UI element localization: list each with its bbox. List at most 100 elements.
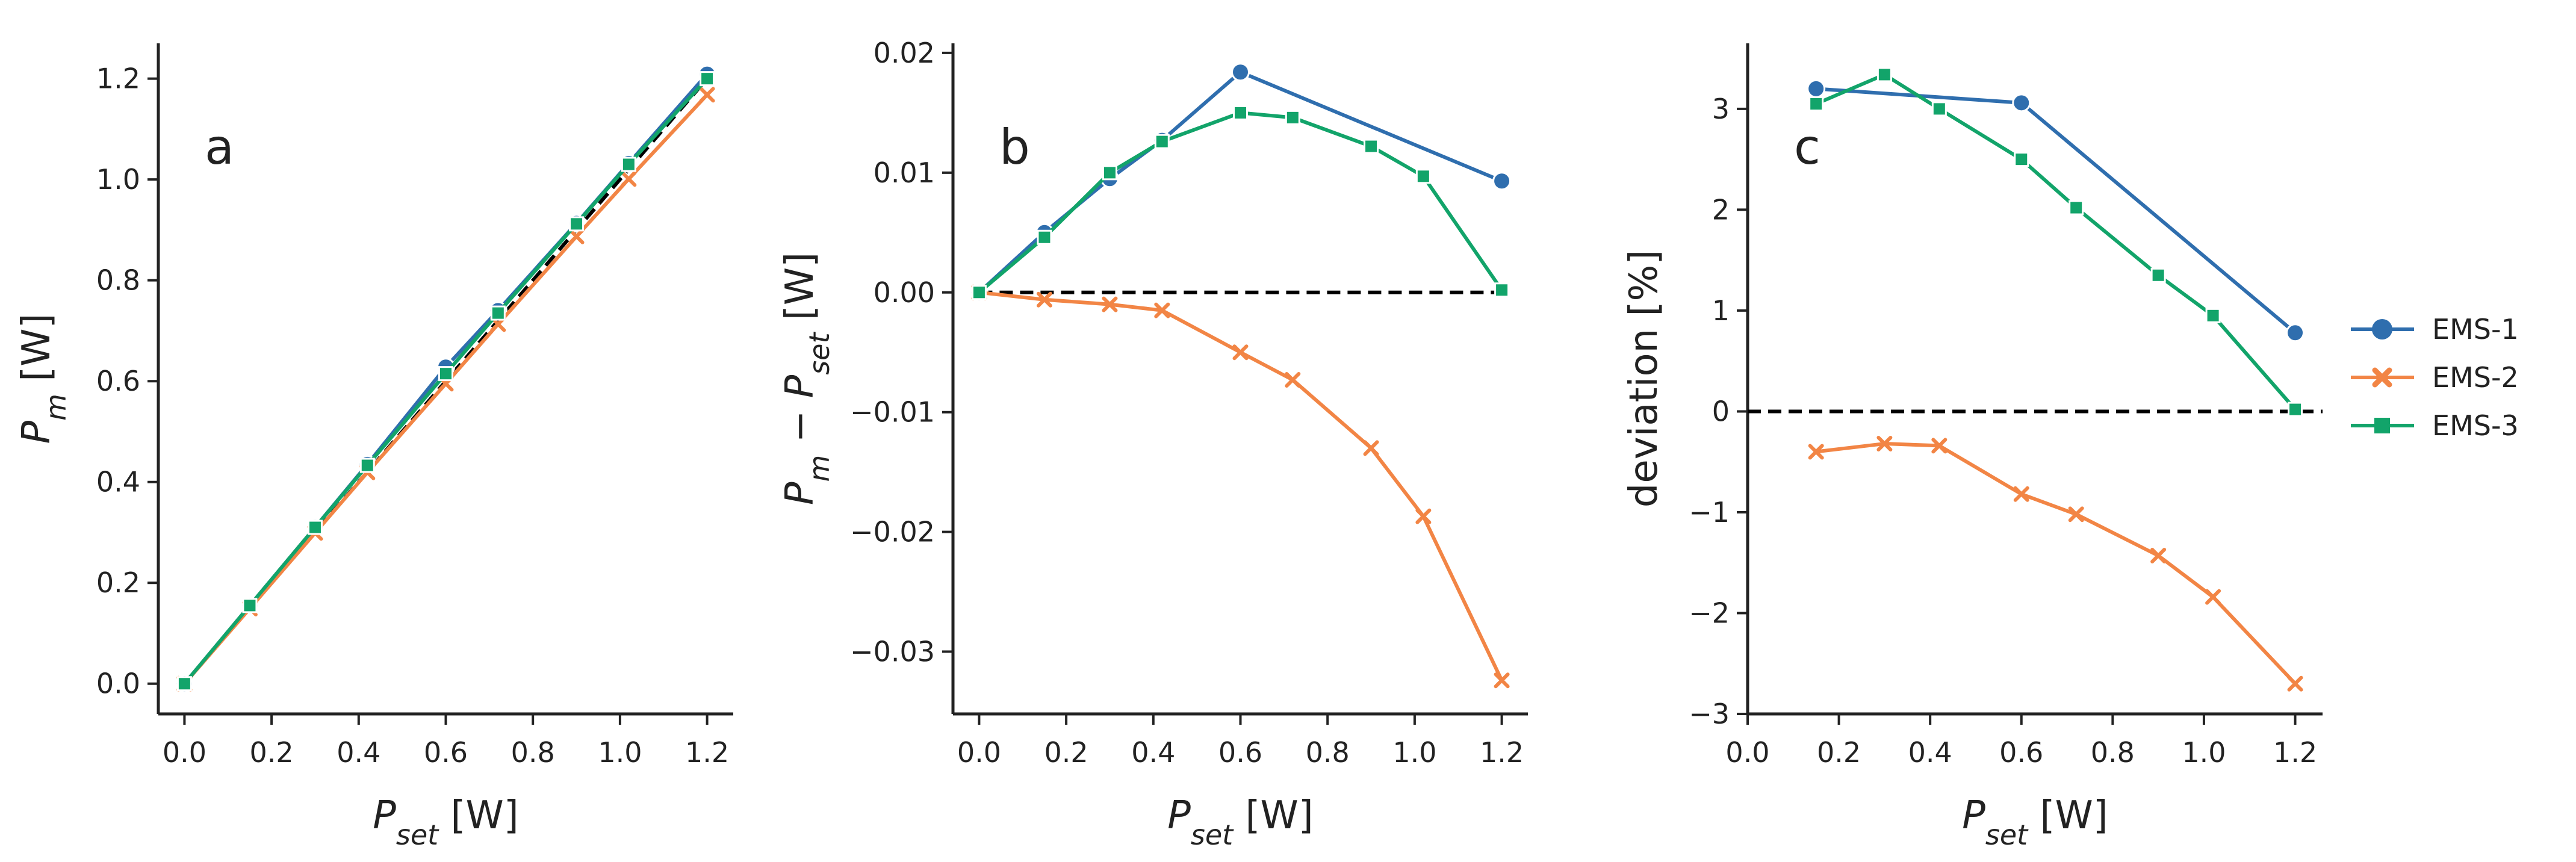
x-tick-label: 0.4 [1908,736,1952,769]
y-tick-label: −0.02 [850,516,935,548]
y-tick-label: −0.03 [850,636,935,668]
data-point [359,457,375,473]
series-ems-2 [176,87,715,692]
data-point [1876,436,1893,452]
series-ems-2 [971,284,1510,689]
data-point [1415,508,1432,524]
series-ems-1 [1807,79,2305,343]
data-point [700,71,715,87]
y-tick-label: 0.01 [874,157,935,189]
legend: EMS-1 EMS-2 EMS-3 [2351,313,2519,442]
data-point [569,216,585,232]
data-point [307,519,323,535]
legend-entry-ems-3: EMS-3 [2351,409,2519,442]
x-tick-label: 0.8 [1306,736,1350,769]
x-tick-label: 1.2 [2273,736,2317,769]
panel-letter: b [999,119,1030,175]
data-point [1231,63,1250,82]
x-tick-label: 1.0 [598,736,642,769]
data-point [1232,344,1249,361]
y-tick-label: −1 [1689,496,1730,529]
legend-marker [2372,367,2392,388]
data-point [1036,291,1052,308]
y-tick-label: 1.0 [96,163,140,196]
x-axis-label: Pset [W] [373,793,518,851]
data-point [568,228,585,244]
data-point [1102,165,1117,181]
data-point [2287,675,2303,692]
data-point [1494,282,1510,298]
data-point [1285,371,1301,388]
x-tick-label: 1.0 [1392,736,1436,769]
series-ems-3 [1808,67,2303,417]
legend-label: EMS-2 [2432,361,2519,394]
x-tick-label: 0.2 [1817,736,1861,769]
data-point [1415,169,1431,184]
legend-entry-ems-1: EMS-1 [2351,313,2519,346]
legend-entry-ems-2: EMS-2 [2351,361,2519,394]
data-point [490,305,506,321]
y-tick-label: 0.00 [874,276,935,309]
data-point [1102,296,1118,312]
data-point [1233,105,1248,120]
data-point [2012,93,2031,113]
y-tick-label: 1.2 [96,63,140,95]
y-tick-label: 1 [1712,294,1730,327]
y-tick-label: −3 [1689,698,1730,730]
y-tick-label: −0.01 [850,396,935,429]
x-tick-label: 0.4 [1131,736,1175,769]
y-tick-label: 0.6 [96,365,140,397]
series-line [978,70,1503,294]
x-tick-label: 0.6 [1218,736,1262,769]
data-point [2013,486,2029,502]
data-point [2286,323,2305,343]
series-line [1815,72,2297,411]
y-tick-label: 3 [1712,93,1730,125]
series-line [1816,442,2297,685]
data-point [1931,101,1947,117]
panel-b: 0.0 0.2 0.4 0.6 0.8 1.0 1.2 −0.03 −0.02 −0.01 0.00… [778,37,1528,851]
data-point [1807,79,1826,98]
y-tick-label: 0 [1712,395,1730,427]
x-tick-label: 0.6 [1999,736,2043,769]
panel-c: 0.0 0.2 0.4 0.6 0.8 1.0 1.2 −3 −2 −1 0 1 2 3 c Pset [W]… [1622,43,2323,851]
data-point [1285,110,1300,125]
x-tick-label: 0.2 [1044,736,1088,769]
legend-marker [2374,418,2390,433]
legend-label: EMS-1 [2432,313,2519,346]
data-point [2150,547,2167,563]
y-axis-label: deviation [%] [1622,250,1666,508]
y-tick-label: 0.8 [96,264,140,297]
data-point [2068,506,2084,522]
x-tick-label: 0.0 [957,736,1001,769]
data-point [1492,172,1512,191]
x-tick-label: 0.4 [337,736,380,769]
data-point [621,157,636,172]
y-tick-label: 2 [1712,193,1730,226]
x-axis-label: Pset [W] [1167,793,1313,851]
x-tick-label: 0.0 [1725,736,1769,769]
legend-label: EMS-3 [2432,409,2519,442]
panel-letter: a [205,119,234,175]
data-point [2150,267,2166,283]
data-point [176,676,192,692]
data-point [1154,134,1170,149]
panel-letter: c [1794,119,1820,175]
data-point [1876,67,1892,82]
data-point [1364,138,1379,154]
panels: 0.0 0.2 0.4 0.6 0.8 1.0 1.2 0.0 0.2 0.4 0.6 0.8 1.0 1… [14,37,2323,851]
series-ems-2 [1808,436,2303,692]
y-tick-label: 0.2 [96,566,140,599]
x-tick-label: 0.2 [250,736,294,769]
data-point [2014,152,2029,167]
data-point [1931,438,1948,454]
y-tick-label: 0.4 [96,466,140,498]
data-point [1037,229,1052,245]
legend-marker [2372,319,2392,340]
series-line [183,93,709,685]
data-point [2069,200,2084,216]
x-tick-label: 0.6 [424,736,468,769]
x-tick-label: 1.2 [1480,736,1524,769]
y-axis-label: Pm [W] [14,314,72,444]
